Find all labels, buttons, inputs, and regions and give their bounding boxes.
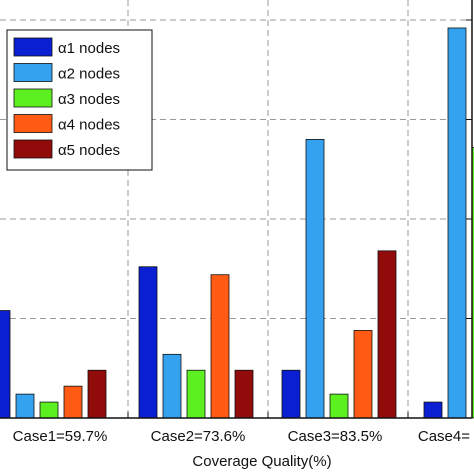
bar-s4-c2	[210, 274, 230, 419]
bar-s3-c1	[39, 401, 59, 419]
legend-swatch-3	[13, 88, 53, 108]
legend-label-3: α3 nodes	[58, 91, 120, 108]
bar-s1-c3	[281, 369, 301, 419]
bar-s2-c2	[162, 353, 182, 419]
legend-label-5: α5 nodes	[58, 142, 120, 159]
x-tick-label-3: Case3=83.5%	[288, 428, 383, 445]
bar-s1-c1	[0, 310, 11, 419]
bar-s3-c3	[329, 393, 349, 419]
bar-s1-c2	[138, 266, 158, 419]
legend-swatch-5	[13, 139, 53, 159]
bar-s5-c3	[377, 250, 397, 419]
legend-swatch-1	[13, 37, 53, 57]
axes	[0, 0, 473, 419]
legend-label-4: α4 nodes	[58, 117, 120, 134]
legend-label-2: α2 nodes	[58, 66, 120, 83]
bar-s2-c3	[305, 138, 325, 419]
bar-s5-c1	[87, 369, 107, 419]
bar-s5-c2	[234, 369, 254, 419]
bar-s2-c1	[15, 393, 35, 419]
x-tick-label-2: Case2=73.6%	[151, 428, 246, 445]
x-tick-label-4: Case4=	[418, 428, 470, 445]
legend-swatch-2	[13, 63, 53, 82]
legend-swatch-4	[13, 114, 53, 133]
x-tick-labels: Case1=59.7% Case2=73.6% Case3=83.5% Case4=	[13, 428, 471, 445]
legend: α1 nodes α2 nodes α3 nodes α4 nodes α5 nodes	[6, 29, 153, 171]
legend-label-1: α1 nodes	[58, 40, 120, 57]
bar-s4-c1	[63, 385, 83, 419]
bar-s3-c2	[186, 369, 206, 419]
bar-s4-c3	[353, 330, 373, 419]
bars	[0, 27, 474, 419]
bar-s1-c4	[423, 401, 443, 419]
x-tick-label-1: Case1=59.7%	[13, 428, 108, 445]
bar-s2-c4	[447, 27, 467, 419]
x-axis-title: Coverage Quality(%)	[192, 453, 331, 470]
